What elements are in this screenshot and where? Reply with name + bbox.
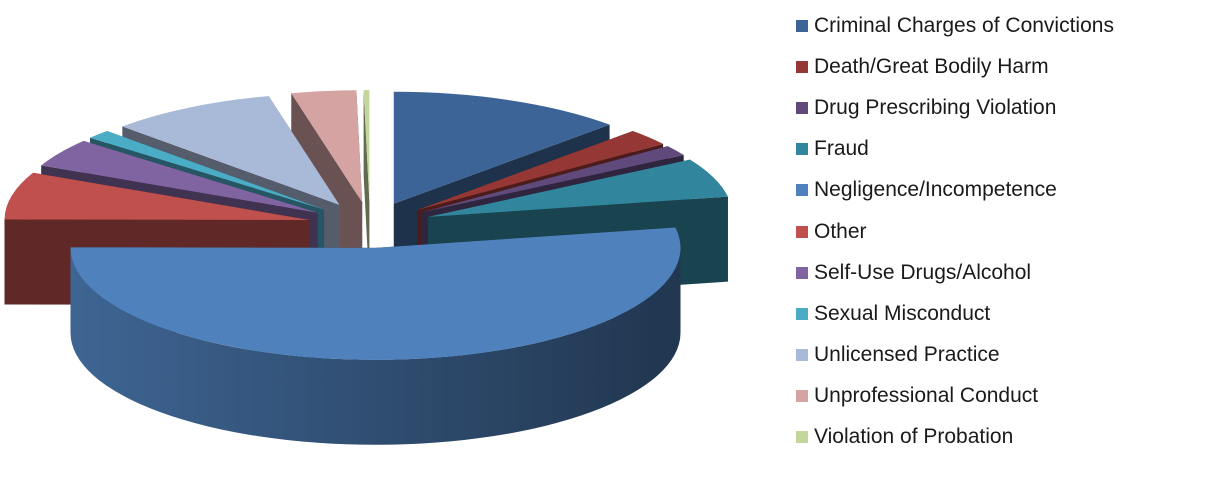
legend-item: Fraud: [796, 129, 1206, 170]
legend-swatch: [796, 60, 808, 73]
legend-item: Unlicensed Practice: [796, 335, 1206, 376]
legend-label: Fraud: [814, 137, 869, 161]
legend-label: Unlicensed Practice: [814, 343, 1000, 367]
legend-label: Drug Prescribing Violation: [814, 95, 1057, 119]
legend-label: Death/Great Bodily Harm: [814, 54, 1049, 78]
legend-swatch: [796, 349, 808, 362]
legend-swatch: [796, 184, 808, 197]
legend-label: Sexual Misconduct: [814, 301, 991, 325]
legend-item: Violation of Probation: [796, 417, 1206, 458]
legend-item: Death/Great Bodily Harm: [796, 46, 1206, 87]
legend-item: Self-Use Drugs/Alcohol: [796, 252, 1206, 293]
legend: Criminal Charges of Convictions Death/Gre…: [796, 5, 1206, 458]
pie-slice: [70, 227, 681, 445]
legend-item: Criminal Charges of Convictions: [796, 5, 1206, 46]
legend-label: Unprofessional Conduct: [814, 384, 1039, 408]
legend-label: Other: [814, 219, 867, 243]
legend-label: Violation of Probation: [814, 425, 1014, 449]
legend-item: Other: [796, 211, 1206, 252]
legend-label: Self-Use Drugs/Alcohol: [814, 260, 1032, 284]
legend-swatch: [796, 19, 808, 32]
legend-item: Unprofessional Conduct: [796, 376, 1206, 417]
legend-label: Negligence/Incompetence: [814, 178, 1057, 202]
legend-swatch: [796, 307, 808, 320]
legend-label: Criminal Charges of Convictions: [814, 13, 1114, 37]
legend-swatch: [796, 431, 808, 444]
legend-swatch: [796, 225, 808, 238]
legend-item: Sexual Misconduct: [796, 293, 1206, 334]
legend-item: Drug Prescribing Violation: [796, 87, 1206, 128]
legend-swatch: [796, 266, 808, 279]
legend-item: Negligence/Incompetence: [796, 170, 1206, 211]
legend-swatch: [796, 101, 808, 114]
legend-swatch: [796, 390, 808, 403]
legend-swatch: [796, 143, 808, 156]
pie-chart: [4, 90, 728, 445]
pie-slice: [363, 90, 370, 288]
